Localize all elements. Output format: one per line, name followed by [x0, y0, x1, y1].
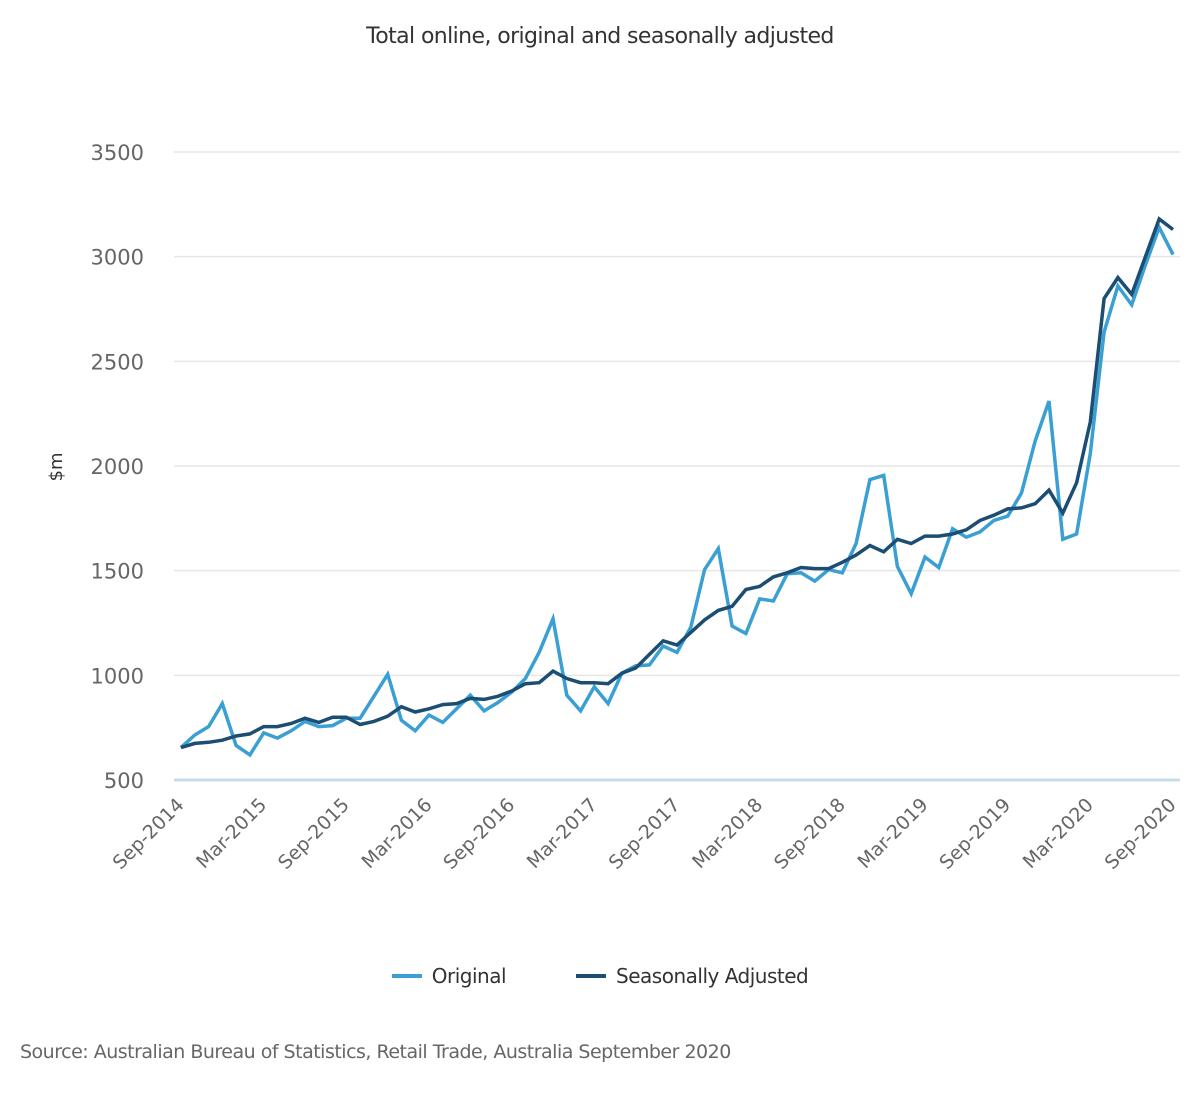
x-tick-label: Sep-2016: [439, 794, 519, 874]
chart-title: Total online, original and seasonally ad…: [366, 24, 834, 49]
legend-label-original: Original: [431, 964, 507, 988]
gridlines: [174, 151, 1180, 782]
y-tick-label: 1500: [91, 560, 144, 584]
x-tick-label: Sep-2018: [770, 794, 850, 874]
legend-swatch-seasonally-adjusted: [576, 974, 607, 978]
legend-swatch-original: [391, 974, 422, 978]
y-tick-label: 3500: [91, 141, 144, 165]
x-tick-label: Sep-2019: [935, 794, 1015, 874]
x-tick-label: Mar-2015: [192, 794, 271, 873]
legend-item-seasonally-adjusted[interactable]: Seasonally Adjusted: [576, 964, 809, 988]
source-note: Source: Australian Bureau of Statistics,…: [20, 1041, 731, 1063]
legend-item-original[interactable]: Original: [391, 964, 507, 988]
y-tick-label: 1000: [91, 664, 144, 688]
y-axis-ticks: 500 1000 1500 2000 2500 3000 3500: [91, 141, 144, 793]
legend-label-seasonally-adjusted: Seasonally Adjusted: [616, 964, 809, 988]
x-tick-label: Mar-2016: [357, 794, 436, 873]
x-tick-label: Mar-2018: [688, 794, 767, 873]
x-tick-label: Mar-2019: [853, 794, 932, 873]
x-tick-label: Mar-2020: [1019, 794, 1098, 873]
x-tick-label: Sep-2015: [274, 794, 354, 874]
series-line-seasonally-adjusted: [180, 216, 1175, 750]
y-tick-label: 2000: [91, 455, 144, 479]
x-axis-ticks: Sep-2014 Mar-2015 Sep-2015 Mar-2016 Sep-2016…: [109, 794, 1181, 874]
y-tick-label: 2500: [91, 350, 144, 374]
series-lines: [179, 216, 1175, 758]
y-tick-label: 500: [104, 769, 144, 793]
legend: Original Seasonally Adjusted: [0, 964, 1200, 988]
x-tick-label: Sep-2014: [109, 794, 189, 874]
x-tick-label: Sep-2017: [605, 794, 685, 874]
y-axis-label: $m: [46, 453, 67, 482]
x-tick-label: Sep-2020: [1101, 794, 1181, 874]
y-tick-label: 3000: [91, 246, 144, 270]
x-tick-label: Mar-2017: [523, 794, 602, 873]
